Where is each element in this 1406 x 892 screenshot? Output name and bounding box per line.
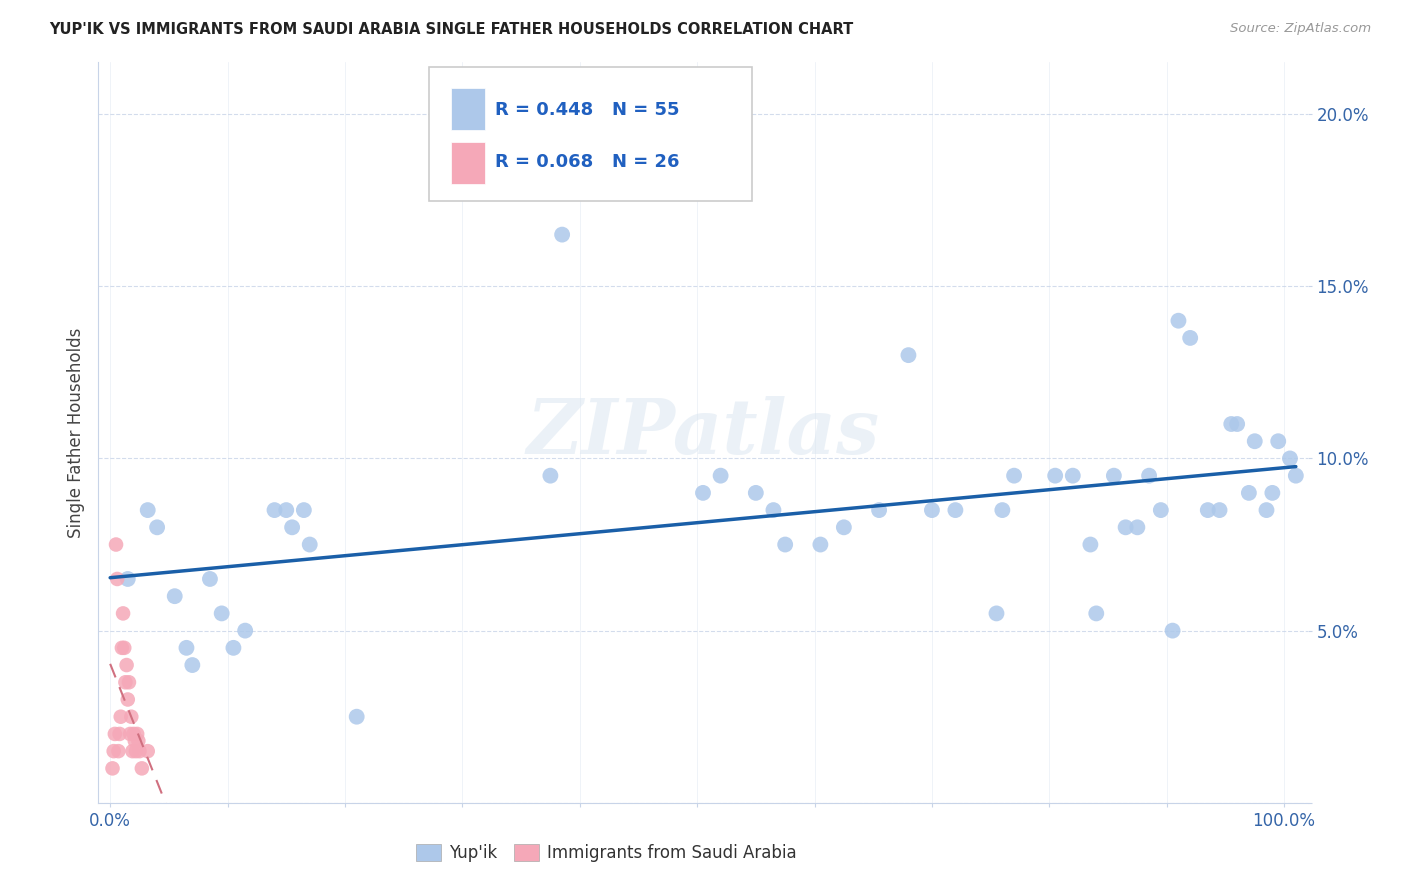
Text: R = 0.068   N = 26: R = 0.068 N = 26 xyxy=(495,153,679,171)
Legend: Yup'ik, Immigrants from Saudi Arabia: Yup'ik, Immigrants from Saudi Arabia xyxy=(409,837,804,869)
Y-axis label: Single Father Households: Single Father Households xyxy=(66,327,84,538)
Text: Source: ZipAtlas.com: Source: ZipAtlas.com xyxy=(1230,22,1371,36)
Point xyxy=(832,520,855,534)
Point xyxy=(163,589,186,603)
Point xyxy=(104,727,127,741)
Point xyxy=(105,537,128,551)
Point xyxy=(710,468,733,483)
Point xyxy=(117,572,139,586)
Point xyxy=(122,727,145,741)
Point xyxy=(107,744,129,758)
Point xyxy=(773,537,796,551)
Point xyxy=(986,607,1008,621)
Point xyxy=(181,658,204,673)
Point xyxy=(298,537,321,551)
Point xyxy=(1261,486,1284,500)
Point xyxy=(105,572,128,586)
Point xyxy=(118,675,141,690)
Point xyxy=(110,709,132,723)
Point xyxy=(276,503,298,517)
Point xyxy=(211,607,233,621)
Point xyxy=(1256,503,1278,517)
Point xyxy=(1126,520,1149,534)
Point xyxy=(112,640,135,655)
Point xyxy=(263,503,285,517)
Point xyxy=(1237,486,1260,500)
Point xyxy=(101,761,124,775)
Point xyxy=(111,640,134,655)
Point xyxy=(1002,468,1025,483)
Point xyxy=(124,734,146,748)
Point xyxy=(292,503,315,517)
Point xyxy=(1102,468,1125,483)
Point xyxy=(1267,434,1289,449)
Point xyxy=(1285,468,1308,483)
Point xyxy=(128,744,150,758)
Point xyxy=(921,503,943,517)
Point xyxy=(125,744,148,758)
Point xyxy=(222,640,245,655)
Point xyxy=(762,503,785,517)
Point xyxy=(692,486,714,500)
Point xyxy=(114,675,136,690)
Point xyxy=(897,348,920,362)
Text: YUP'IK VS IMMIGRANTS FROM SAUDI ARABIA SINGLE FATHER HOUSEHOLDS CORRELATION CHAR: YUP'IK VS IMMIGRANTS FROM SAUDI ARABIA S… xyxy=(49,22,853,37)
Point xyxy=(176,640,198,655)
Point xyxy=(1278,451,1301,466)
Point xyxy=(1062,468,1084,483)
Point xyxy=(1161,624,1184,638)
Point xyxy=(1080,537,1102,551)
Point xyxy=(1180,331,1202,345)
Point xyxy=(131,761,153,775)
Point xyxy=(1197,503,1219,517)
Point xyxy=(117,692,139,706)
Point xyxy=(1137,468,1160,483)
Point xyxy=(115,658,138,673)
Point xyxy=(108,727,131,741)
Point xyxy=(1167,314,1189,328)
Text: R = 0.448   N = 55: R = 0.448 N = 55 xyxy=(495,101,679,119)
Point xyxy=(127,734,149,748)
Point xyxy=(120,727,142,741)
Point xyxy=(1243,434,1265,449)
Point xyxy=(127,727,149,741)
Point xyxy=(538,468,561,483)
Point xyxy=(136,744,159,758)
Point xyxy=(346,709,368,723)
Point xyxy=(1208,503,1230,517)
Point xyxy=(136,503,159,517)
Point xyxy=(745,486,768,500)
Point xyxy=(146,520,169,534)
Point xyxy=(945,503,967,517)
Point xyxy=(1226,417,1249,431)
Point xyxy=(198,572,221,586)
Point xyxy=(112,607,135,621)
Point xyxy=(808,537,831,551)
Point xyxy=(281,520,304,534)
Point xyxy=(1085,607,1108,621)
Point xyxy=(120,709,142,723)
Point xyxy=(103,744,125,758)
Text: ZIPatlas: ZIPatlas xyxy=(526,396,880,469)
Point xyxy=(121,744,143,758)
Point xyxy=(1043,468,1066,483)
Point xyxy=(868,503,890,517)
Point xyxy=(233,624,256,638)
Point xyxy=(551,227,574,242)
Point xyxy=(1150,503,1173,517)
Point xyxy=(1115,520,1137,534)
Point xyxy=(1220,417,1243,431)
Point xyxy=(991,503,1014,517)
